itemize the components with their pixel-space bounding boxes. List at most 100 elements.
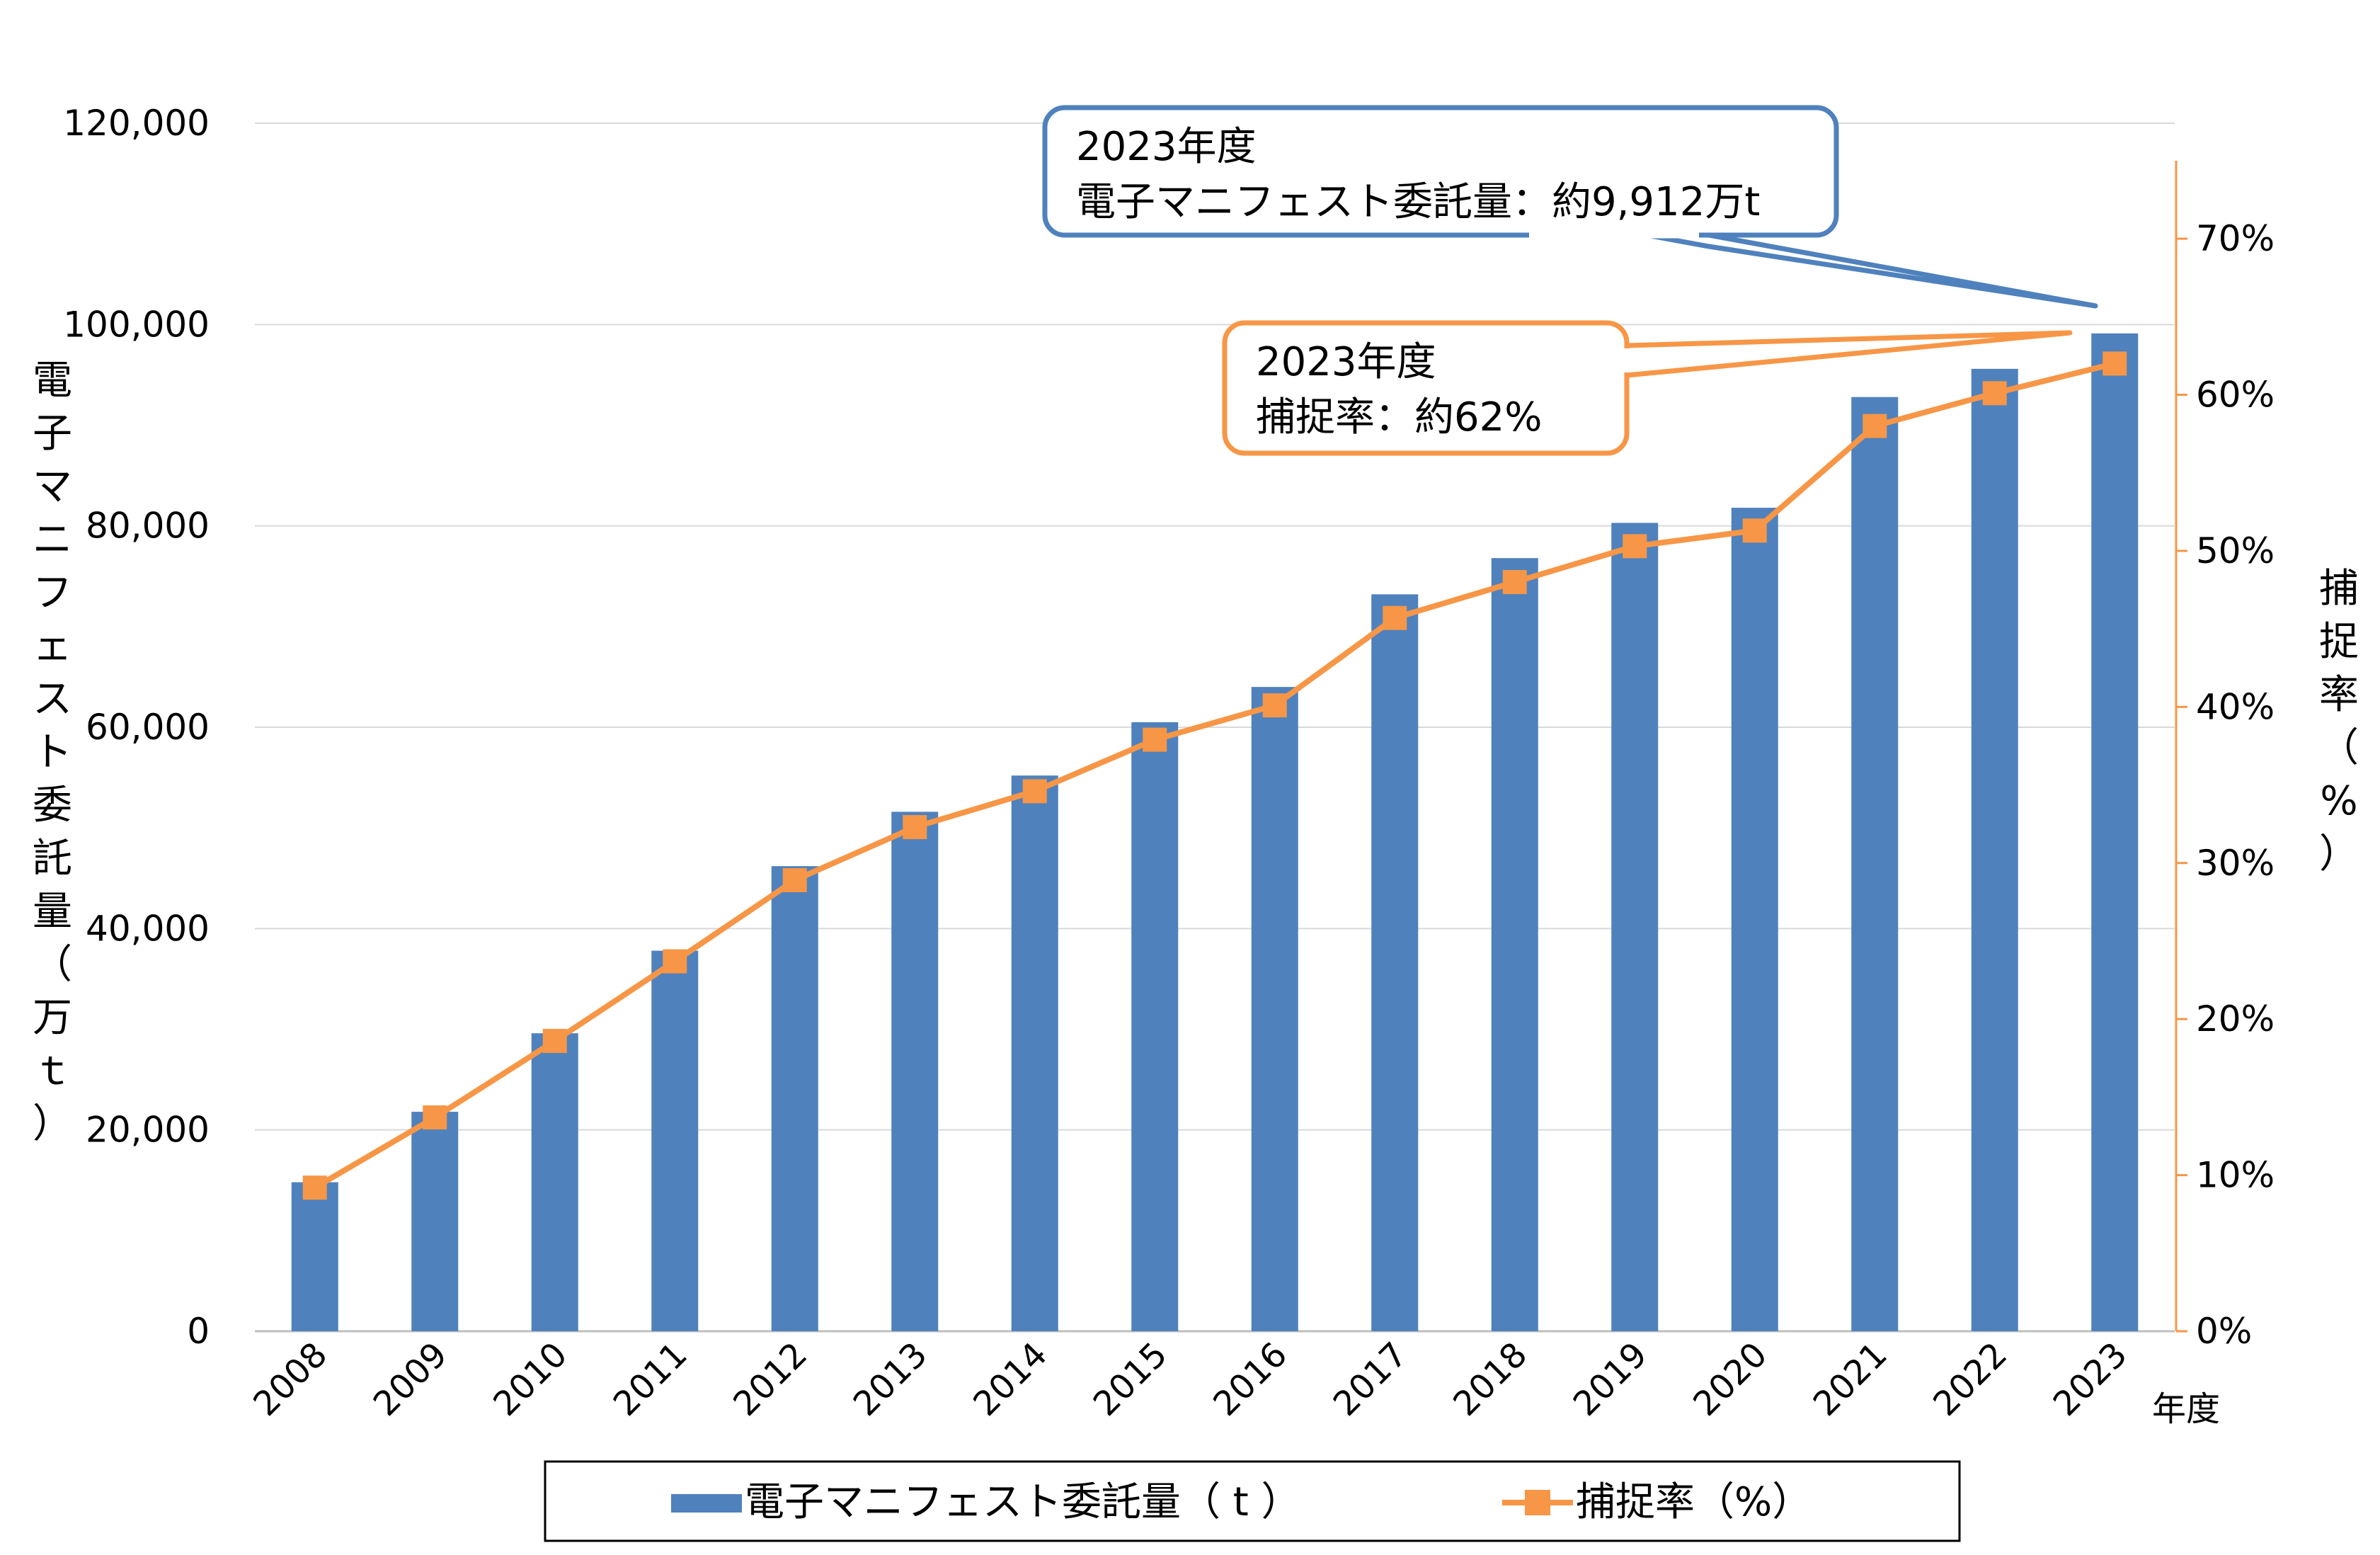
y-right-tick-label: 0% [2196, 1311, 2252, 1352]
bar [1491, 558, 1538, 1332]
y-left-axis-title-char: 子 [33, 411, 72, 457]
y-left-tick-label: 0 [187, 1311, 210, 1352]
legend-bar-label: 電子マニフェスト委託量（ t ） [745, 1479, 1301, 1525]
line-point [663, 949, 687, 974]
x-tick-label: 2018 [1446, 1335, 1535, 1424]
bar [531, 1033, 578, 1331]
y-right-tick-label: 30% [2196, 843, 2275, 884]
bar-series [291, 333, 2139, 1332]
bar [1851, 397, 1899, 1331]
y-left-axis-title-char: 委 [33, 782, 72, 828]
y-right-tick-label: 60% [2196, 375, 2275, 416]
x-unit-label: 年度 [2152, 1389, 2220, 1429]
line-point [903, 815, 927, 840]
line-point [302, 1175, 327, 1200]
y-right-axis-title-char: （ [2319, 725, 2359, 771]
right-axis [2175, 160, 2187, 1333]
y-right-tick-label: 40% [2196, 686, 2275, 727]
line-point [2102, 351, 2127, 376]
bar [2091, 333, 2139, 1331]
y-left-axis-title-char: ） [33, 1101, 72, 1147]
y-right-tick-label: 50% [2196, 530, 2275, 571]
line-path [313, 360, 2116, 1190]
x-tick-label: 2015 [1086, 1335, 1175, 1424]
line-point [1623, 534, 1647, 559]
legend-bar-swatch [671, 1494, 742, 1513]
bar [771, 866, 818, 1331]
y-right-tick-label: 20% [2196, 998, 2275, 1039]
callout-amount-box [1042, 105, 1839, 238]
x-tick-label: 2023 [2046, 1335, 2135, 1424]
legend: 電子マニフェスト委託量（ t ） 捕捉率（%） [544, 1460, 1961, 1542]
y-left-axis-title: 電子マニフェスト委託量 （ 万ｔ ） [33, 358, 72, 1147]
bar [1131, 722, 1179, 1331]
line-point [423, 1105, 447, 1130]
x-tick-label: 2020 [1686, 1335, 1775, 1424]
callout-rate-line1: 2023年度 [1256, 339, 1436, 385]
y-left-axis-title-char: ニ [33, 517, 72, 563]
line-point [1383, 605, 1407, 630]
y-left-axis-title-char: ト [33, 729, 72, 775]
y-right-axis-title-char: ） [2319, 831, 2359, 877]
y-right-axis-title-char: 捕 [2319, 566, 2359, 612]
bar [411, 1112, 459, 1331]
callout-amount-line1: 2023年度 [1076, 124, 1257, 170]
y-left-tick-label: 60,000 [86, 707, 210, 748]
y-left-tick-label: 80,000 [86, 506, 210, 547]
y-left-axis-title-char: 託 [33, 836, 72, 882]
y-left-tick-label: 120,000 [63, 103, 210, 144]
x-tick-labels: 2008 2009 2010 2011 2012 2013 2014 2015 2016 2017… [246, 1335, 2134, 1424]
line-point [782, 868, 807, 893]
line-point [542, 1029, 567, 1054]
legend-line-label: 捕捉率（%） [1576, 1479, 1812, 1525]
bar [1731, 508, 1778, 1331]
y-right-axis-title-char: % [2320, 778, 2357, 824]
callout-rate: 2023年度 捕捉率：約62% [1222, 320, 2073, 456]
callout-amount-line2: 電子マニフェスト委託量：約9,912万t [1076, 179, 1760, 225]
y-left-tick-label: 40,000 [86, 908, 210, 949]
x-tick-label: 2010 [486, 1335, 575, 1424]
bar [1971, 368, 2018, 1331]
y-left-axis-title-char: ェ [33, 623, 72, 669]
y-left-axis-title-char: ｔ [33, 1048, 72, 1094]
x-tick-label: 2014 [966, 1335, 1055, 1424]
callout-rate-box [1222, 320, 1630, 456]
bar [1251, 687, 1298, 1331]
line-point [1982, 381, 2007, 406]
y-left-axis-title-char: ス [33, 676, 72, 722]
x-tick-label: 2008 [246, 1335, 335, 1424]
x-tick-label: 2022 [1926, 1335, 2015, 1424]
y-right-tick-label: 70% [2196, 218, 2275, 259]
y-left-tick-label: 100,000 [63, 304, 210, 345]
y-left-axis-title-char: 量 [33, 889, 72, 935]
line-series [302, 351, 2127, 1200]
bar [1611, 523, 1659, 1332]
y-right-axis-title-char: 捉 [2319, 619, 2359, 665]
bar [291, 1182, 338, 1331]
x-tick-label: 2021 [1806, 1335, 1895, 1424]
y-left-axis-title-char: （ [33, 942, 72, 988]
legend-line-marker [1525, 1490, 1550, 1515]
x-tick-label: 2011 [606, 1335, 695, 1424]
y-left-axis-title-char: 万 [33, 995, 72, 1041]
bar [1011, 775, 1058, 1331]
y-right-tick-label: 10% [2196, 1155, 2275, 1196]
legend-box [544, 1460, 1961, 1542]
right-tick-labels: 0% 10% 20% 30% 40% 50% 60% 70% [2196, 218, 2275, 1352]
line-point [1143, 727, 1167, 752]
callout-amount: 2023年度 電子マニフェスト委託量：約9,912万t [1042, 105, 2098, 309]
bar [1371, 594, 1419, 1331]
y-right-axis-title-char: 率 [2319, 672, 2359, 718]
line-point [1502, 570, 1527, 595]
y-right-axis-title: 捕捉率 （% ） [2319, 566, 2359, 877]
line-point [1863, 414, 1887, 438]
line-point [1022, 779, 1047, 804]
x-tick-label: 2009 [366, 1335, 455, 1424]
bar [891, 811, 939, 1331]
y-left-axis-title-char: マ [33, 464, 72, 510]
line-point [1262, 693, 1287, 718]
left-tick-labels: 0 20,000 40,000 60,000 80,000 100,000 120,000 [63, 103, 210, 1352]
y-left-axis-title-char: フ [33, 570, 72, 616]
x-tick-label: 2019 [1566, 1335, 1655, 1424]
